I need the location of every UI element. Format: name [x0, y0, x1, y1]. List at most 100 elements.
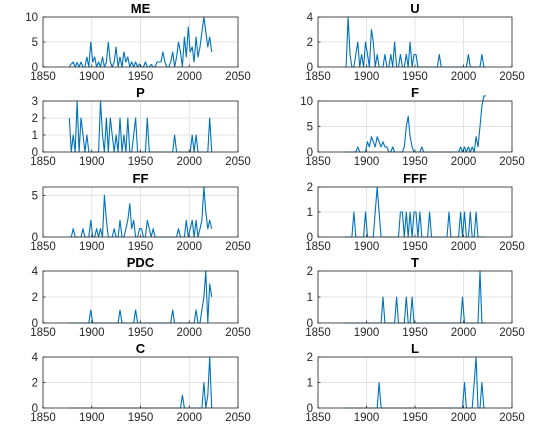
subplot-u: 1850 1900 1950 2000 2050 0 2 4 U	[305, 1, 525, 83]
y-tick-label: 0	[32, 147, 38, 159]
y-tick-label: 5	[307, 122, 313, 134]
y-tick-label: 1	[307, 378, 313, 390]
y-tick-label: 2	[307, 266, 313, 278]
x-tick-label: 2050	[225, 412, 251, 424]
x-tick-label: 2000	[451, 156, 477, 168]
subplot-p: 1850 1900 1950 2000 2050 0 1 2 3 P	[30, 85, 251, 168]
y-tick-label: 4	[32, 352, 39, 364]
x-tick-label: 1900	[354, 241, 380, 253]
y-tick-label: 2	[307, 182, 313, 194]
x-tick-label: 2000	[176, 71, 202, 83]
x-tick-label: 1950	[128, 71, 154, 83]
subplot-fff: 1850 1900 1950 2000 2050 0 1 2 FFF	[305, 171, 525, 253]
x-tick-label: 2050	[225, 241, 251, 253]
x-tick-label: 1900	[354, 71, 380, 83]
subplot-title: U	[410, 1, 419, 16]
x-tick-label: 1850	[305, 71, 331, 83]
x-tick-label: 1950	[402, 412, 428, 424]
subplot-title: FFF	[403, 171, 427, 186]
y-tick-label: 3	[32, 96, 38, 108]
x-tick-label: 1950	[128, 156, 154, 168]
x-tick-label: 2050	[499, 71, 525, 83]
x-tick-label: 2050	[499, 156, 525, 168]
x-tick-label: 2050	[225, 156, 251, 168]
x-tick-label: 2050	[499, 412, 525, 424]
y-tick-label: 2	[32, 378, 38, 390]
subplot-l: 1850 1900 1950 2000 2050 0 1 2 L	[305, 341, 525, 424]
x-tick-label: 1850	[30, 241, 56, 253]
x-tick-label: 1900	[79, 156, 105, 168]
x-tick-label: 1950	[402, 156, 428, 168]
x-tick-label: 2000	[176, 327, 202, 339]
subplot-title: P	[136, 85, 145, 100]
x-tick-label: 1850	[30, 71, 56, 83]
y-tick-label: 0	[307, 62, 313, 74]
x-tick-label: 1950	[128, 412, 154, 424]
x-tick-label: 1900	[354, 156, 380, 168]
y-tick-label: 2	[32, 113, 38, 125]
x-tick-label: 1900	[79, 412, 105, 424]
subplot-title: T	[411, 255, 419, 270]
x-tick-label: 1900	[354, 412, 380, 424]
y-tick-label: 1	[307, 292, 313, 304]
y-tick-label: 4	[32, 266, 39, 278]
x-tick-label: 2000	[451, 71, 477, 83]
x-tick-label: 2050	[499, 241, 525, 253]
x-tick-label: 1850	[30, 156, 56, 168]
x-tick-label: 2000	[451, 241, 477, 253]
subplot-title: L	[411, 341, 419, 356]
y-tick-label: 5	[32, 190, 38, 202]
x-tick-label: 1850	[305, 156, 331, 168]
x-tick-label: 2000	[176, 156, 202, 168]
y-tick-label: 1	[32, 130, 38, 142]
x-tick-label: 1950	[402, 327, 428, 339]
y-tick-label: 1	[307, 207, 313, 219]
x-tick-label: 1850	[305, 412, 331, 424]
y-tick-label: 2	[307, 352, 313, 364]
y-tick-label: 0	[307, 147, 313, 159]
y-tick-label: 0	[32, 232, 38, 244]
subplot-title: F	[411, 85, 419, 100]
subplot-pdc: 1850 1900 1950 2000 2050 0 2 4 PDC	[30, 255, 251, 339]
y-tick-label: 5	[32, 37, 38, 49]
y-tick-label: 0	[32, 318, 38, 330]
subplot-ff: 1850 1900 1950 2000 2050 0 5 FF	[30, 171, 251, 253]
x-tick-label: 2000	[451, 327, 477, 339]
subplot-title: FF	[133, 171, 149, 186]
y-tick-label: 10	[25, 12, 38, 24]
x-tick-label: 1850	[305, 241, 331, 253]
x-tick-label: 1850	[305, 327, 331, 339]
x-tick-label: 2000	[176, 241, 202, 253]
subplot-f: 1850 1900 1950 2000 2050 0 5 10 F	[300, 85, 525, 168]
x-tick-label: 2000	[451, 412, 477, 424]
y-tick-label: 10	[300, 96, 313, 108]
subplot-t: 1850 1900 1950 2000 2050 0 1 2 T	[305, 255, 525, 339]
x-tick-label: 2050	[225, 327, 251, 339]
y-tick-label: 0	[307, 232, 313, 244]
subplot-me: 1850 1900 1950 2000 2050 0 5 10 ME	[25, 1, 251, 83]
x-tick-label: 1900	[79, 71, 105, 83]
subplot-c: 1850 1900 1950 2000 2050 0 2 4 C	[30, 341, 251, 424]
x-tick-label: 2050	[225, 71, 251, 83]
x-tick-label: 1950	[128, 327, 154, 339]
y-tick-label: 4	[307, 12, 314, 24]
x-tick-label: 1850	[30, 327, 56, 339]
x-tick-label: 1900	[79, 327, 105, 339]
x-tick-label: 1950	[402, 71, 428, 83]
y-tick-label: 2	[32, 292, 38, 304]
subplot-title: PDC	[127, 255, 155, 270]
x-tick-label: 1950	[402, 241, 428, 253]
x-tick-label: 1950	[128, 241, 154, 253]
subplot-title: ME	[131, 1, 151, 16]
y-tick-label: 2	[307, 37, 313, 49]
y-tick-label: 0	[307, 403, 313, 415]
x-tick-label: 1850	[30, 412, 56, 424]
y-tick-label: 0	[32, 403, 38, 415]
x-tick-label: 2000	[176, 412, 202, 424]
x-tick-label: 2050	[499, 327, 525, 339]
subplot-title: C	[136, 341, 146, 356]
y-tick-label: 0	[32, 62, 38, 74]
x-tick-label: 1900	[354, 327, 380, 339]
y-tick-label: 0	[307, 318, 313, 330]
